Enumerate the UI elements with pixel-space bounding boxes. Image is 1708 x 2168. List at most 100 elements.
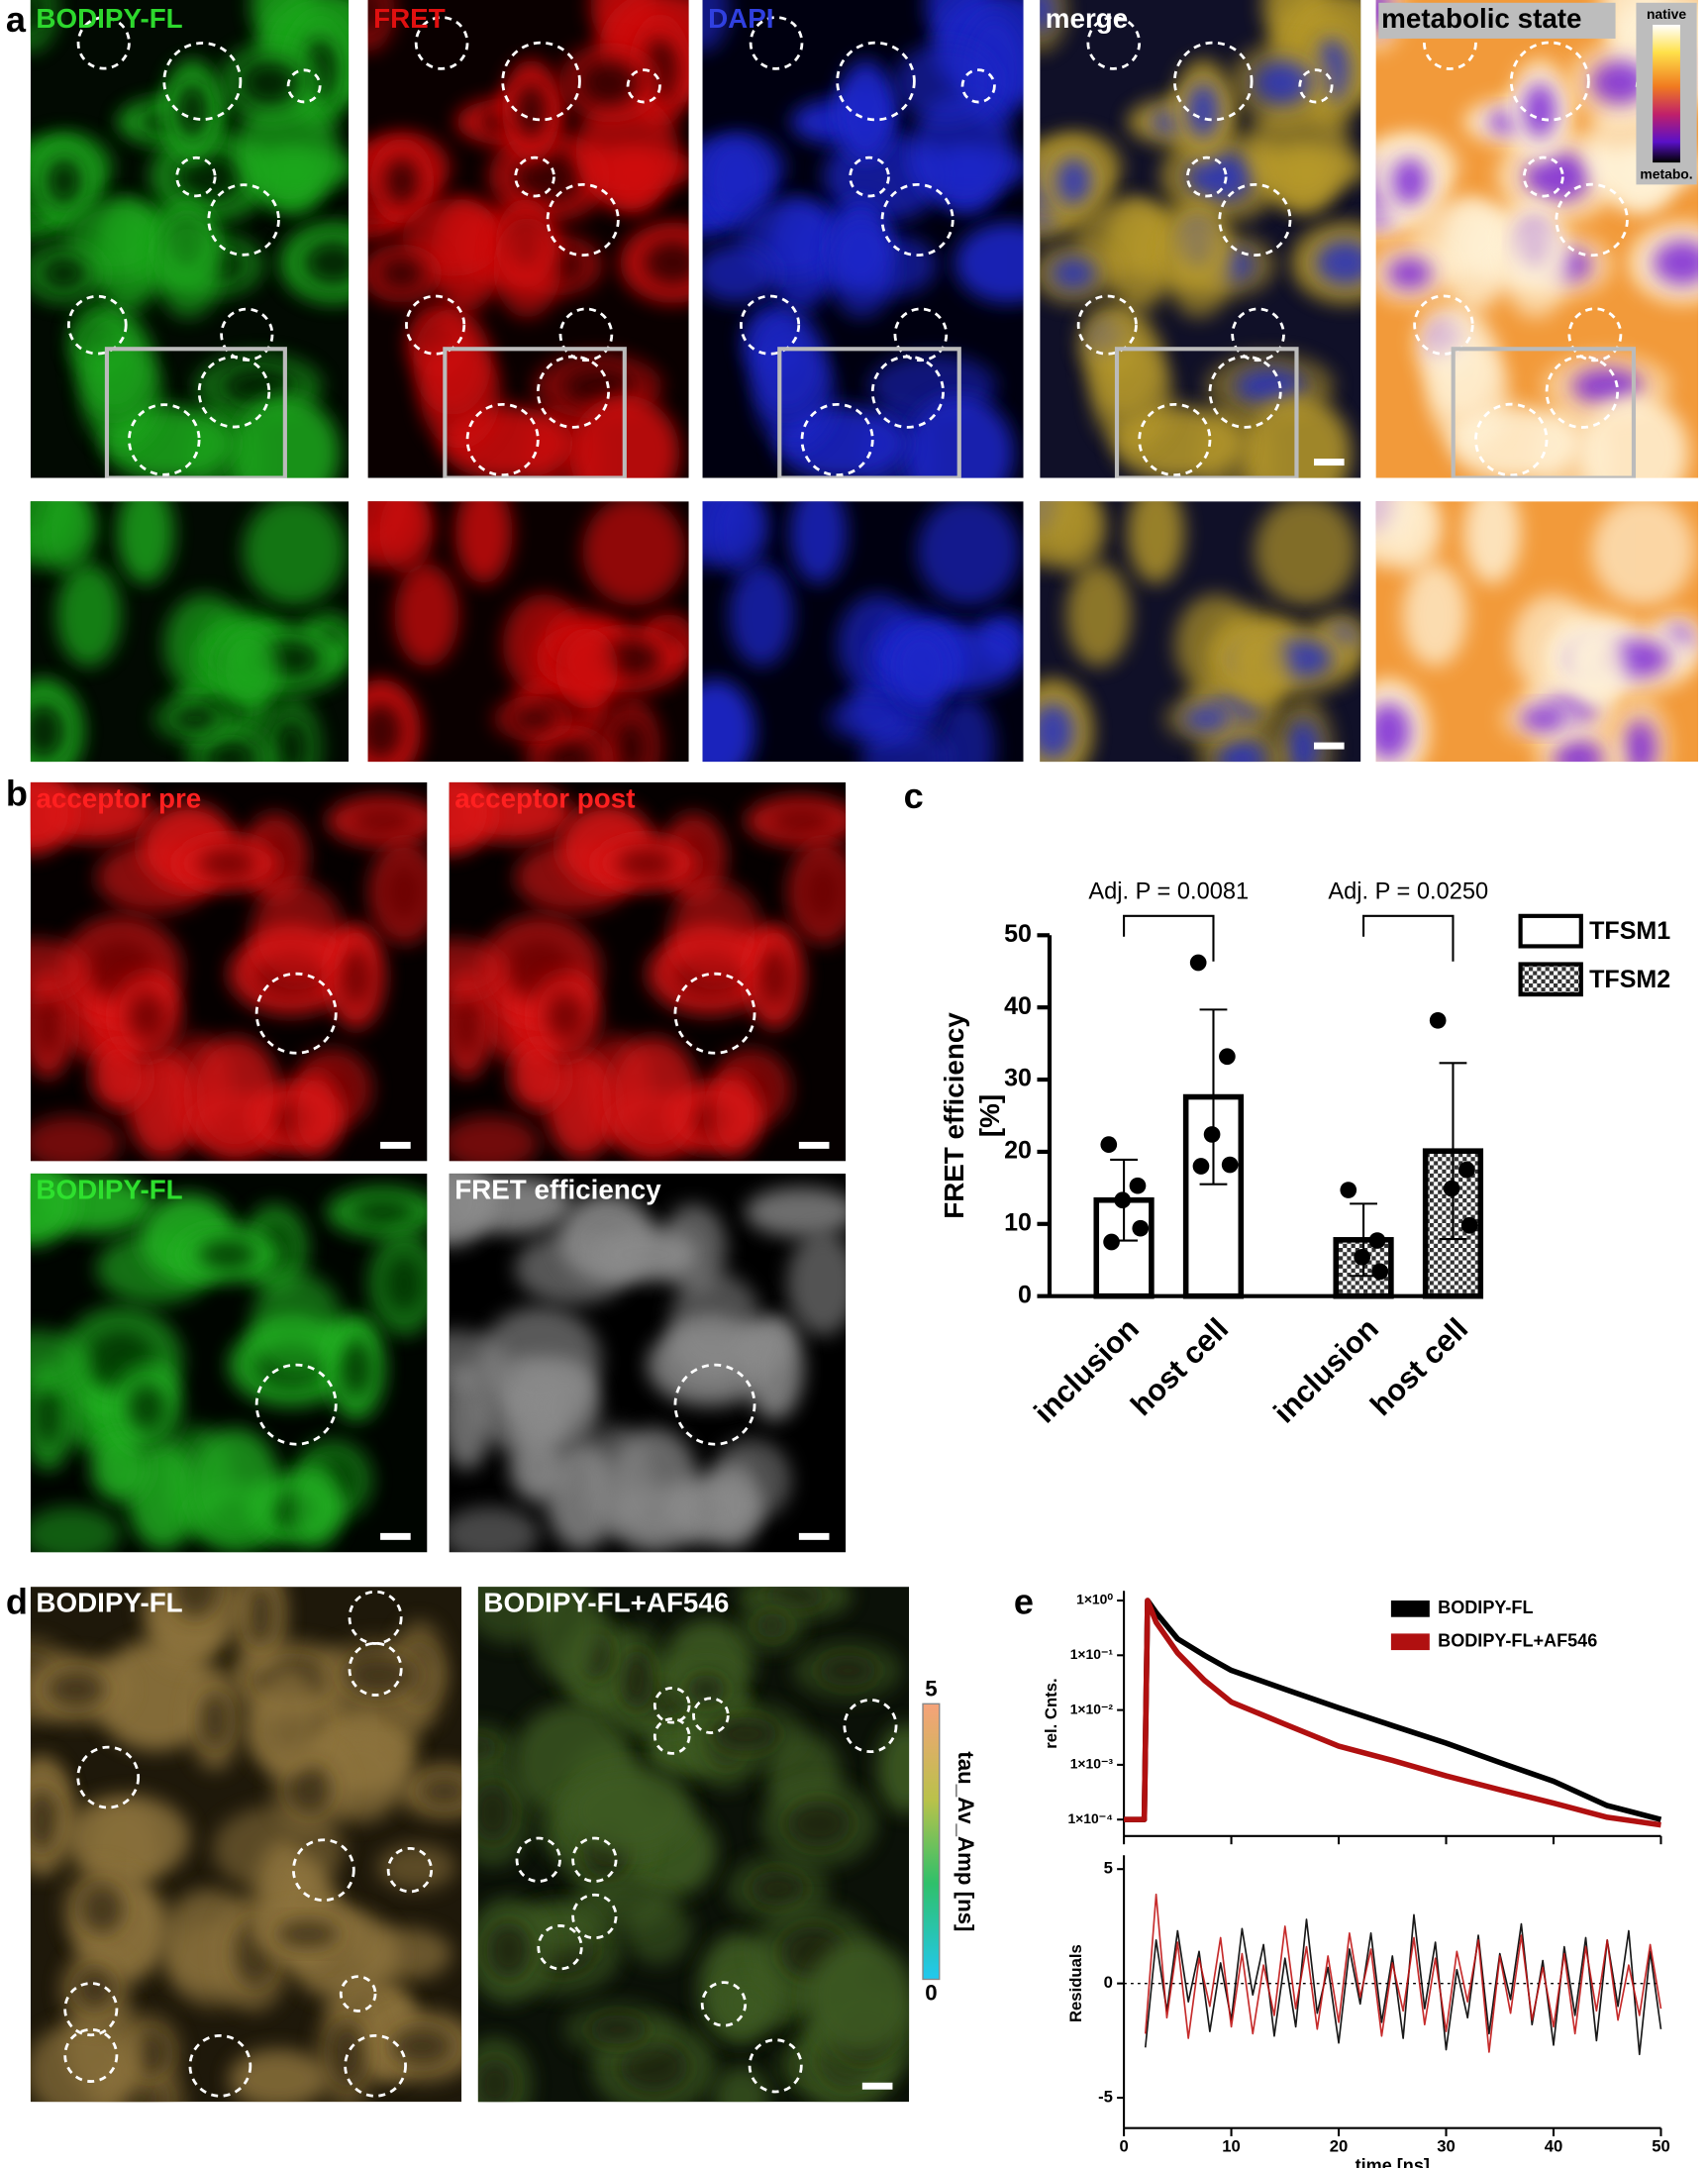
- inclusion-outline: [63, 1982, 119, 2037]
- zoom-box: [1114, 347, 1299, 478]
- colorbar: [1653, 25, 1680, 163]
- nucleus: [198, 1240, 256, 1270]
- cell: [917, 501, 1021, 606]
- data-point: [1368, 1232, 1386, 1249]
- inclusion-outline: [870, 355, 945, 429]
- micrograph: [1040, 0, 1361, 478]
- inclusion-outline: [67, 294, 128, 356]
- inclusion-outline: [1413, 294, 1474, 356]
- cell: [702, 679, 755, 763]
- nucleus: [1040, 0, 1055, 34]
- micrograph: [1375, 501, 1699, 763]
- inclusion-outline: [254, 972, 338, 1055]
- nucleus: [172, 1587, 219, 1618]
- nucleus: [1051, 257, 1096, 290]
- zoom-box: [777, 347, 961, 478]
- nucleus: [419, 1776, 462, 1807]
- nucleus: [1183, 706, 1228, 732]
- cell: [531, 1364, 601, 1451]
- cell: [555, 628, 619, 709]
- nucleus: [1375, 702, 1411, 761]
- cell: [30, 939, 87, 998]
- nucleus: [1187, 82, 1220, 139]
- y-tick-label: 10: [1004, 1208, 1032, 1236]
- series-line: [1144, 1893, 1662, 2053]
- inclusion-outline: [386, 1847, 434, 1894]
- panel-label: b: [6, 773, 28, 813]
- cell: [714, 501, 767, 574]
- cell: [713, 2066, 770, 2103]
- legend-label: BODIPY-FL+AF546: [1438, 1631, 1597, 1651]
- image-caption: acceptor post: [454, 782, 635, 813]
- nucleus: [1392, 157, 1428, 205]
- cell: [669, 880, 762, 984]
- nucleus: [47, 1671, 106, 1707]
- y-tick-label: 1×10⁻³: [1070, 1756, 1114, 1772]
- cell: [229, 2049, 329, 2103]
- cell: [30, 1506, 122, 1553]
- nucleus: [340, 1338, 372, 1396]
- y-tick-label: 50: [1004, 920, 1032, 948]
- cell: [807, 1940, 910, 2054]
- image-caption: BODIPY-FL: [36, 1588, 182, 1618]
- data-point: [1219, 1048, 1236, 1066]
- cell: [729, 564, 794, 667]
- inclusion-outline: [339, 1975, 377, 2013]
- inclusion-outline: [673, 1363, 756, 1446]
- inclusion-outline: [501, 41, 581, 122]
- cell: [56, 564, 122, 667]
- legend-swatch: [1518, 913, 1583, 949]
- inclusion-outline: [188, 2033, 252, 2098]
- colorbar-label: metabo.: [1640, 165, 1692, 181]
- zoom-box: [1451, 347, 1637, 478]
- inclusion-outline: [514, 155, 555, 198]
- nucleus: [477, 2058, 515, 2103]
- cell: [449, 1173, 494, 1246]
- series-line: [1124, 1598, 1661, 1828]
- micrograph: [30, 0, 350, 478]
- inclusion-outline: [653, 1686, 691, 1724]
- nucleus: [246, 1587, 275, 1646]
- cell: [255, 1667, 321, 1774]
- legend-swatch: [1390, 1633, 1430, 1651]
- inclusion-outline: [1218, 182, 1292, 258]
- cell: [709, 1071, 761, 1157]
- cell: [30, 1173, 75, 1246]
- image-caption: merge: [1046, 3, 1128, 34]
- y-tick-label: -5: [1098, 2087, 1113, 2106]
- data-point: [1189, 954, 1207, 972]
- cell: [893, 43, 998, 123]
- micrograph: [30, 501, 350, 763]
- x-tick-label: 30: [1437, 2137, 1456, 2156]
- inclusion-outline: [162, 42, 243, 121]
- inclusion-outline: [128, 403, 201, 476]
- scale-bar: [798, 1532, 830, 1540]
- nucleus: [47, 157, 82, 205]
- scale-bar: [861, 2082, 893, 2090]
- inclusion-outline: [748, 2038, 803, 2094]
- cell: [251, 1272, 344, 1376]
- x-tick-label: inclusion: [1267, 1311, 1385, 1429]
- x-axis-label: time [ns]: [1356, 2155, 1430, 2168]
- cell: [394, 564, 459, 667]
- image-caption: BODIPY-FL: [36, 3, 182, 34]
- nucleus: [1591, 60, 1649, 105]
- inclusion-outline: [1522, 155, 1564, 198]
- cell: [1502, 218, 1570, 318]
- data-point: [1103, 1233, 1120, 1251]
- cell: [745, 1187, 847, 1237]
- cell: [74, 309, 153, 415]
- nucleus: [223, 368, 294, 404]
- inclusion-outline: [348, 1590, 403, 1645]
- cell: [30, 1330, 87, 1390]
- inclusion-outline: [700, 1981, 748, 2027]
- micrograph: [449, 1173, 847, 1553]
- nucleus: [34, 994, 62, 1055]
- inclusion-outline: [465, 402, 540, 477]
- inclusion-outline: [537, 1924, 583, 1971]
- x-tick-label: host cell: [1125, 1311, 1236, 1422]
- data-point: [1203, 1126, 1221, 1143]
- inclusion-outline: [175, 155, 217, 198]
- cell: [582, 501, 686, 606]
